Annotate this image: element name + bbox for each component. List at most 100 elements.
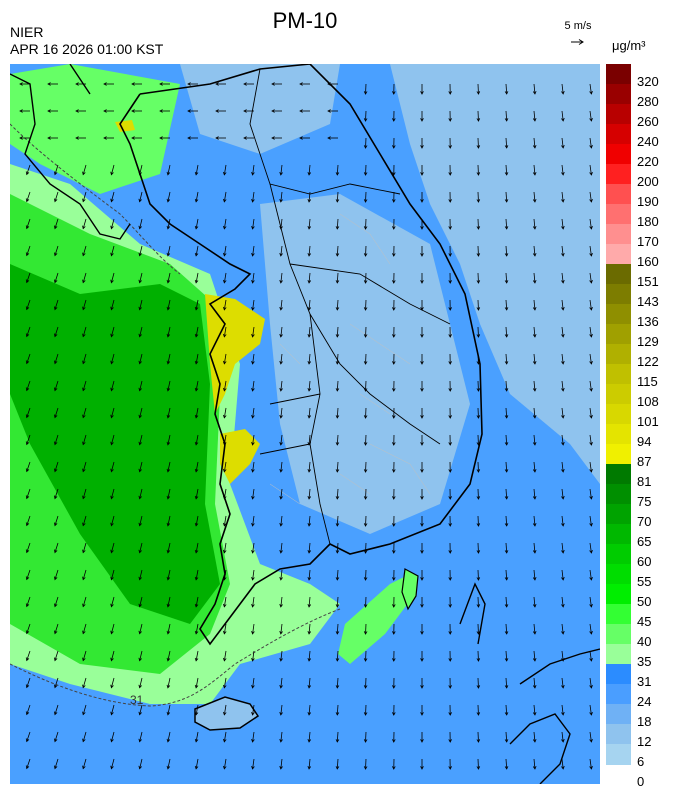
wind-arrow: [336, 542, 339, 554]
wind-arrow-head: [363, 442, 368, 446]
wind-arrow-head: [532, 631, 537, 635]
wind-arrow: [82, 623, 87, 634]
wind-arrow-head: [532, 253, 537, 257]
legend-tick-label: 24: [637, 694, 652, 709]
wind-arrow: [139, 164, 143, 175]
wind-arrow-head: [335, 469, 340, 473]
wind-arrow: [533, 596, 536, 607]
wind-arrow-head: [25, 684, 30, 689]
wind-arrow-head: [194, 684, 199, 689]
wind-arrow-head: [561, 657, 565, 662]
wind-arrow-head: [279, 252, 283, 257]
wind-arrow: [505, 191, 508, 203]
wind-arrow: [139, 569, 143, 580]
wind-arrow-head: [103, 82, 107, 86]
wind-field: [19, 82, 593, 770]
wind-arrow-head: [251, 522, 255, 527]
wind-arrow-head: [561, 333, 565, 338]
wind-arrow-head: [194, 360, 199, 365]
legend-tick-label: 280: [637, 94, 659, 109]
wind-arrow-head: [215, 82, 219, 86]
wind-arrow-head: [420, 118, 424, 122]
wind-arrow: [54, 434, 59, 445]
legend-swatch: [606, 244, 631, 265]
wind-arrow-head: [335, 361, 340, 365]
wind-arrow: [223, 218, 227, 229]
wind-arrow-head: [194, 414, 199, 419]
wind-arrow-head: [53, 441, 58, 446]
wind-arrow-head: [420, 145, 424, 149]
wind-arrow: [280, 245, 283, 256]
legend-swatch: [606, 564, 631, 585]
wind-arrow-head: [25, 171, 30, 176]
wind-arrow: [589, 731, 592, 742]
wind-arrow: [336, 407, 339, 419]
wind-arrow: [82, 731, 87, 742]
wind-arrow: [139, 272, 143, 283]
wind-arrow-head: [392, 199, 396, 203]
wind-arrow-head: [476, 685, 481, 689]
wind-arrow: [533, 731, 536, 742]
wind-arrow-head: [335, 712, 340, 716]
wind-arrow: [26, 407, 31, 418]
legend-swatch: [606, 444, 631, 465]
wind-arrow: [111, 623, 115, 634]
wind-arrow-head: [363, 361, 368, 365]
wind-arrow: [223, 758, 227, 769]
china-coast: [10, 64, 131, 240]
wind-arrow-head: [476, 388, 481, 392]
wind-arrow: [167, 515, 171, 526]
legend-swatch: [606, 204, 631, 225]
wind-arrow: [336, 650, 339, 662]
wind-arrow: [111, 245, 115, 256]
wind-arrow-head: [363, 739, 368, 743]
wind-arrow-head: [335, 415, 340, 419]
wind-arrow: [82, 245, 87, 256]
wind-arrow-head: [307, 253, 312, 257]
wind-arrow: [336, 353, 339, 365]
wind-arrow: [167, 677, 171, 688]
district-boundaries: [269, 213, 431, 505]
wind-arrow-head: [53, 468, 58, 473]
wind-arrow-head: [363, 496, 368, 500]
legend-swatch: [606, 744, 631, 765]
wind-arrow-head: [25, 441, 30, 446]
wind-arrow-head: [194, 630, 199, 635]
wind-arrow: [336, 299, 339, 311]
wind-arrow: [561, 164, 564, 175]
wind-arrow: [223, 731, 227, 742]
wind-arrow-head: [589, 765, 593, 770]
wind-arrow: [26, 461, 31, 472]
wind-arrow: [280, 623, 283, 634]
wind-arrow-head: [335, 685, 340, 689]
wind-arrow-head: [166, 306, 171, 311]
wind-arrow: [280, 191, 283, 202]
wind-arrow-head: [307, 550, 312, 554]
wind-arrow-head: [25, 549, 30, 554]
wind-arrow: [195, 704, 199, 715]
wind-arrow-head: [138, 738, 142, 743]
wind-arrow: [505, 83, 508, 95]
wind-arrow: [308, 380, 311, 391]
wind-arrow: [82, 191, 87, 202]
wind-arrow: [308, 704, 311, 715]
wind-arrow-head: [166, 657, 171, 662]
wind-arrow-head: [251, 711, 255, 716]
wind-arrow: [533, 623, 536, 634]
wind-arrow-head: [251, 171, 255, 176]
wind-arrow-head: [25, 198, 30, 203]
wind-arrow: [252, 380, 255, 391]
wind-arrow: [252, 272, 255, 283]
legend-tick-label: 0: [637, 774, 645, 789]
wind-arrow-head: [222, 441, 227, 446]
wind-arrow-head: [504, 550, 509, 554]
legend-tick-label: 60: [637, 554, 652, 569]
wind-arrow: [26, 218, 31, 229]
wind-arrow: [308, 191, 311, 202]
wind-arrow-head: [82, 522, 86, 527]
wind-arrow-head: [504, 334, 509, 338]
wind-arrow-head: [138, 414, 142, 419]
wind-arrow-head: [251, 657, 255, 662]
wind-arrow-head: [19, 109, 23, 113]
wind-arrow: [111, 758, 115, 769]
